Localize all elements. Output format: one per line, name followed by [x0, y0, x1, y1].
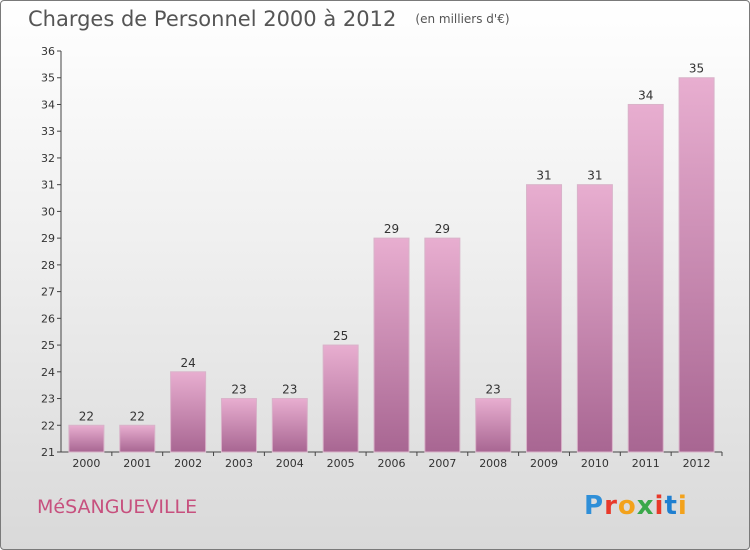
- bar: [424, 237, 461, 453]
- x-tick-label: 2011: [632, 457, 660, 470]
- x-tick-label: 2008: [479, 457, 507, 470]
- y-tick-label: 24: [41, 366, 55, 379]
- y-tick-label: 30: [41, 205, 55, 218]
- bar: [526, 184, 563, 453]
- bar: [322, 344, 359, 453]
- x-tick-label: 2012: [683, 457, 711, 470]
- y-tick-label: 29: [41, 232, 55, 245]
- data-label: 31: [536, 169, 551, 183]
- data-label: 23: [231, 383, 246, 397]
- bar: [271, 398, 308, 453]
- y-tick-label: 27: [41, 286, 55, 299]
- chart-title: Charges de Personnel 2000 à 2012: [28, 7, 397, 31]
- bars-group: [68, 77, 715, 453]
- labels-group: 22 2000 22 2001 24 2002 23 2003 23 2004 25 2005 29 20…: [72, 62, 710, 470]
- bar: [170, 371, 207, 453]
- x-tick-label: 2003: [225, 457, 253, 470]
- bar: [119, 424, 156, 453]
- axes: 21 22 23 24 25 26 27 28 29 30 31 32 33 34 35 36: [41, 45, 723, 459]
- chart-unit: (en milliers d'€): [415, 12, 510, 26]
- x-tick-label: 2001: [123, 457, 151, 470]
- x-tick-label: 2000: [72, 457, 100, 470]
- data-label: 23: [486, 383, 501, 397]
- brand-letter: r: [604, 491, 618, 521]
- brand-logo[interactable]: Proxiti: [584, 491, 688, 521]
- x-tick-label: 2010: [581, 457, 609, 470]
- y-tick-label: 31: [41, 179, 55, 192]
- bar: [373, 237, 410, 453]
- data-label: 34: [638, 88, 653, 102]
- data-label: 29: [435, 222, 450, 236]
- x-tick-label: 2006: [378, 457, 406, 470]
- commune-name: MéSANGUEVILLE: [37, 496, 198, 518]
- x-tick-label: 2004: [276, 457, 304, 470]
- brand-letter: o: [617, 491, 637, 521]
- x-tick-label: 2005: [327, 457, 355, 470]
- y-tick-label: 33: [41, 125, 55, 138]
- bar: [475, 398, 512, 453]
- y-tick-label: 36: [41, 45, 55, 58]
- bar: [576, 184, 613, 453]
- y-tick-label: 28: [41, 259, 55, 272]
- y-tick-label: 23: [41, 393, 55, 406]
- x-tick-label: 2002: [174, 457, 202, 470]
- data-label: 22: [79, 409, 94, 423]
- brand-letter: t: [664, 491, 678, 521]
- y-tick-label: 21: [41, 446, 55, 459]
- bar: [678, 77, 715, 453]
- y-tick-label: 26: [41, 312, 55, 325]
- brand-letter: x: [636, 491, 655, 521]
- title-row: Charges de Personnel 2000 à 2012 (en mil…: [28, 7, 510, 31]
- brand-letter: P: [584, 491, 605, 521]
- y-tick-label: 25: [41, 339, 55, 352]
- brand-letter: i: [677, 491, 688, 521]
- x-tick-label: 2009: [530, 457, 558, 470]
- data-label: 25: [333, 329, 348, 343]
- data-label: 24: [180, 356, 195, 370]
- y-tick-label: 32: [41, 152, 55, 165]
- data-label: 22: [130, 409, 145, 423]
- bar: [68, 424, 105, 453]
- data-label: 23: [282, 383, 297, 397]
- bar: [220, 398, 257, 453]
- y-tick-label: 22: [41, 419, 55, 432]
- y-tick-label: 34: [41, 98, 55, 111]
- data-label: 31: [587, 169, 602, 183]
- data-label: 29: [384, 222, 399, 236]
- x-tick-label: 2007: [428, 457, 456, 470]
- brand-letter: i: [654, 491, 665, 521]
- y-tick-label: 35: [41, 72, 55, 85]
- data-label: 35: [689, 62, 704, 76]
- bar: [627, 103, 664, 453]
